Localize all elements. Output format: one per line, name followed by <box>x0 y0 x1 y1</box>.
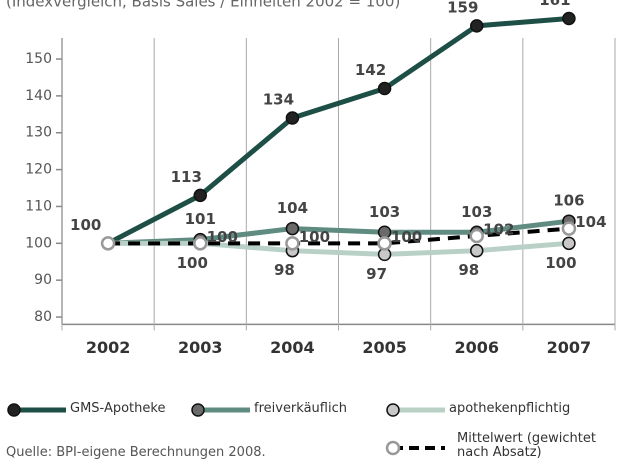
data-label: 106 <box>553 192 584 210</box>
y-tick-label: 140 <box>25 88 52 104</box>
x-tick-label: 2005 <box>362 338 407 357</box>
point <box>561 221 577 236</box>
source: Quelle: BPI-eigene Berechnungen 2008. <box>6 445 266 460</box>
data-label: 98 <box>458 261 479 279</box>
point <box>193 236 208 251</box>
data-label: 100 <box>207 228 238 246</box>
data-label: 100 <box>177 254 208 272</box>
point <box>285 111 300 125</box>
data-label: 113 <box>171 168 202 186</box>
point <box>285 221 300 236</box>
point <box>470 243 484 258</box>
data-label: 100 <box>299 228 330 246</box>
subtitle: (Indexvergleich, Basis Sales / Einheiten… <box>6 0 400 11</box>
data-label: 97 <box>366 265 387 283</box>
point <box>285 236 300 251</box>
legend-label: Mittelwert (gewichtet nach Absatz) <box>457 431 596 460</box>
y-tick-label: 150 <box>25 51 52 67</box>
x-tick-label: 2007 <box>547 338 592 357</box>
point <box>562 236 576 251</box>
point <box>377 236 392 251</box>
legend-label: freiverkäuflich <box>254 401 347 416</box>
y-tick-label: 90 <box>34 272 52 288</box>
y-tick-label: 110 <box>25 198 52 214</box>
data-label: 103 <box>369 203 400 221</box>
legend-marker <box>191 403 205 417</box>
series-line <box>108 226 570 246</box>
data-label: 100 <box>391 228 422 246</box>
data-label: 100 <box>545 254 576 272</box>
data-label: 101 <box>185 210 216 228</box>
data-label: 134 <box>263 91 294 109</box>
point <box>470 19 484 33</box>
point <box>100 236 116 251</box>
data-label: 100 <box>70 216 101 234</box>
data-label: 104 <box>277 199 308 217</box>
point <box>469 228 484 244</box>
series-line <box>108 240 570 257</box>
legend-marker <box>7 403 21 417</box>
legend-marker <box>386 403 400 417</box>
x-tick-label: 2004 <box>270 338 315 357</box>
point <box>193 188 207 203</box>
series-line <box>107 218 570 246</box>
data-label: 98 <box>274 261 295 279</box>
data-label: 104 <box>575 213 606 231</box>
x-tick-label: 2002 <box>86 338 131 357</box>
y-tick-label: 100 <box>25 235 52 251</box>
legend-label: GMS-Apotheke <box>70 401 166 416</box>
x-tick-label: 2006 <box>454 338 499 357</box>
legend-marker <box>385 440 401 456</box>
data-label: 102 <box>483 220 514 238</box>
data-label: 103 <box>461 203 492 221</box>
y-tick-label: 130 <box>25 125 52 141</box>
point <box>377 81 392 96</box>
x-tick-label: 2003 <box>178 338 223 357</box>
legend-label: apothekenpflichtig <box>449 401 571 416</box>
series-line <box>106 15 570 246</box>
y-tick-label: 80 <box>34 309 52 325</box>
data-label: 142 <box>355 61 386 79</box>
point <box>562 11 576 26</box>
data-label: 161 <box>539 0 570 9</box>
data-label: 159 <box>447 0 478 16</box>
y-tick-label: 120 <box>25 162 52 178</box>
